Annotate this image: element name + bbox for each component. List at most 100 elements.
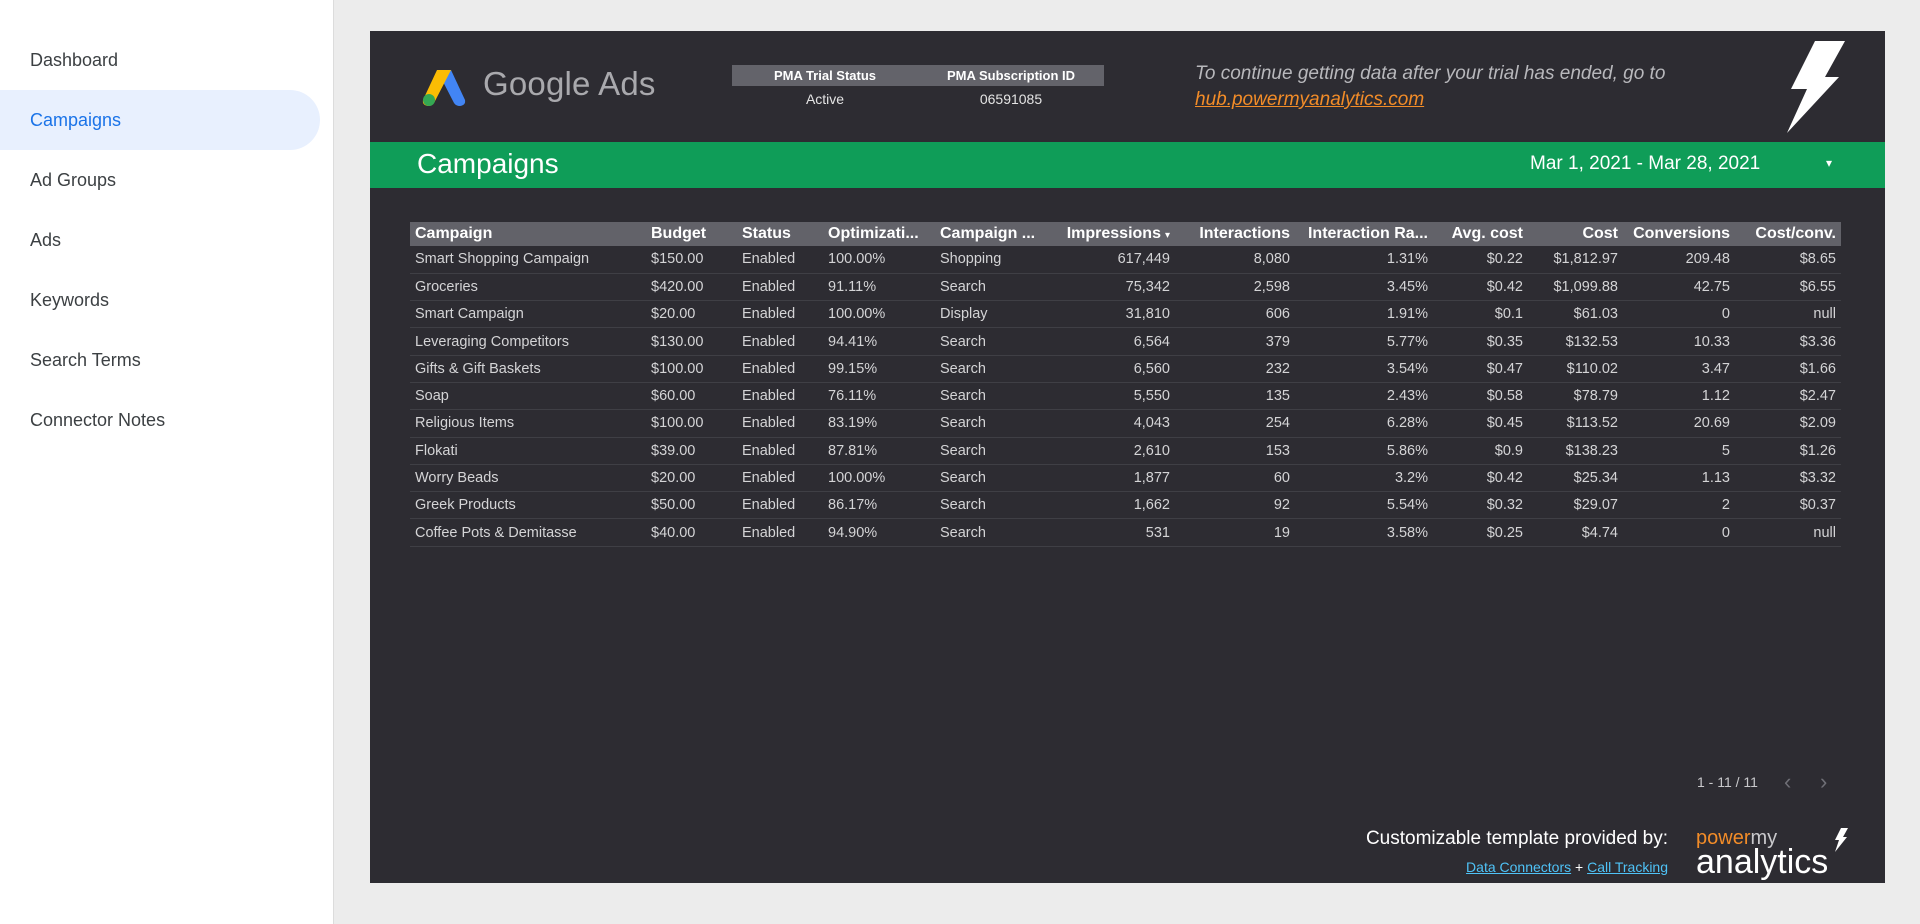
data-connectors-link[interactable]: Data Connectors — [1466, 859, 1572, 875]
table-row[interactable]: Groceries $420.00 Enabled 91.11% Search 75,34… — [410, 273, 1841, 302]
cell-cost: $1,812.97 — [1528, 246, 1623, 274]
cell-conversions: 2 — [1623, 491, 1735, 520]
cell-avg-cost: $0.9 — [1433, 437, 1528, 465]
cell-status: Enabled — [737, 464, 823, 493]
next-page-icon[interactable]: › — [1820, 769, 1828, 794]
cell-cost: $1,099.88 — [1528, 273, 1623, 302]
google-ads-logo-icon — [422, 70, 466, 106]
cell-campaign: Greek Products — [410, 491, 646, 520]
cell-campaign-type: Search — [935, 355, 1051, 383]
cell-avg-cost: $0.42 — [1433, 464, 1528, 493]
column-header-campaign-type[interactable]: Campaign ... — [940, 225, 1036, 242]
table-row[interactable]: Flokati $39.00 Enabled 87.81% Search 2,610 153… — [410, 437, 1841, 465]
cell-campaign-type: Display — [935, 300, 1051, 329]
cell-cost: $110.02 — [1528, 355, 1623, 383]
pma-trial-status-value: Active — [805, 91, 845, 107]
cell-status: Enabled — [737, 409, 823, 438]
column-header-status[interactable]: Status — [742, 225, 791, 242]
column-header-conversions[interactable]: Conversions — [1633, 225, 1730, 242]
table-row[interactable]: Greek Products $50.00 Enabled 86.17% Search 1… — [410, 491, 1841, 520]
campaigns-table: Campaign Budget Status Optimizati... Cam… — [410, 222, 1841, 547]
cell-conversions: 0 — [1623, 518, 1735, 547]
column-header-cost[interactable]: Cost — [1582, 225, 1618, 242]
cell-cost-per-conv: null — [1735, 300, 1841, 329]
cell-campaign-type: Search — [935, 409, 1051, 438]
cell-avg-cost: $0.58 — [1433, 382, 1528, 411]
sidebar-item-connector-notes[interactable]: Connector Notes — [0, 390, 333, 450]
cell-budget: $420.00 — [646, 273, 737, 302]
cell-interaction-rate: 3.2% — [1295, 464, 1433, 493]
cell-interaction-rate: 6.28% — [1295, 409, 1433, 438]
table-row[interactable]: Smart Shopping Campaign $150.00 Enabled 100… — [410, 246, 1841, 274]
cell-interactions: 153 — [1175, 437, 1295, 465]
column-header-interaction-rate[interactable]: Interaction Ra... — [1307, 225, 1428, 242]
cell-budget: $100.00 — [646, 409, 737, 438]
cell-cost: $132.53 — [1528, 327, 1623, 356]
google-ads-logo-text: Google Ads — [483, 65, 656, 102]
column-header-avg-cost[interactable]: Avg. cost — [1451, 225, 1523, 242]
brand-bolt-icon — [1835, 828, 1848, 852]
sidebar-item-campaigns[interactable]: Campaigns — [0, 90, 320, 150]
previous-page-icon[interactable]: ‹ — [1784, 769, 1792, 794]
cell-budget: $60.00 — [646, 382, 737, 411]
date-range-picker[interactable]: Mar 1, 2021 - Mar 28, 2021 — [1530, 153, 1761, 174]
sidebar-item-search-terms[interactable]: Search Terms — [0, 330, 333, 390]
cell-optimization: 86.17% — [823, 491, 935, 520]
cell-impressions: 617,449 — [1051, 246, 1175, 274]
column-header-budget[interactable]: Budget — [651, 225, 707, 242]
sort-desc-icon: ▾ — [1164, 230, 1170, 241]
cell-impressions: 531 — [1051, 518, 1175, 547]
cell-budget: $39.00 — [646, 437, 737, 465]
cell-campaign: Leveraging Competitors — [410, 327, 646, 356]
chevron-down-icon[interactable]: ▾ — [1826, 156, 1833, 170]
sidebar-item-ads[interactable]: Ads — [0, 210, 333, 270]
cell-campaign: Worry Beads — [410, 464, 646, 493]
cell-optimization: 91.11% — [823, 273, 935, 302]
table-row[interactable]: Worry Beads $20.00 Enabled 100.00% Search 1,8… — [410, 464, 1841, 493]
column-header-campaign[interactable]: Campaign — [415, 225, 493, 242]
cell-interactions: 254 — [1175, 409, 1295, 438]
table-row[interactable]: Smart Campaign $20.00 Enabled 100.00% Displa… — [410, 300, 1841, 329]
cell-interactions: 232 — [1175, 355, 1295, 383]
cell-avg-cost: $0.35 — [1433, 327, 1528, 356]
call-tracking-link[interactable]: Call Tracking — [1587, 859, 1668, 875]
cell-optimization: 94.41% — [823, 327, 935, 356]
table-row[interactable]: Gifts & Gift Baskets $100.00 Enabled 99.15%… — [410, 355, 1841, 383]
table-row[interactable]: Religious Items $100.00 Enabled 83.19% Searc… — [410, 409, 1841, 438]
table-row[interactable]: Leveraging Competitors $130.00 Enabled 94.4… — [410, 327, 1841, 356]
column-header-interactions[interactable]: Interactions — [1199, 225, 1290, 242]
cell-interaction-rate: 3.58% — [1295, 518, 1433, 547]
sidebar-item-keywords[interactable]: Keywords — [0, 270, 333, 330]
cell-budget: $50.00 — [646, 491, 737, 520]
cell-cost: $29.07 — [1528, 491, 1623, 520]
cell-conversions: 42.75 — [1623, 273, 1735, 302]
sidebar-item-ad-groups[interactable]: Ad Groups — [0, 150, 333, 210]
table-row[interactable]: Soap $60.00 Enabled 76.11% Search 5,550 135 2.4… — [410, 382, 1841, 411]
report-header: Google Ads PMA Trial Status PMA Subscrip… — [370, 31, 1885, 141]
sidebar-item-label: Ad Groups — [30, 169, 117, 190]
cell-impressions: 2,610 — [1051, 437, 1175, 465]
cell-interactions: 19 — [1175, 518, 1295, 547]
cell-status: Enabled — [737, 382, 823, 411]
cell-cost: $25.34 — [1528, 464, 1623, 493]
cell-status: Enabled — [737, 437, 823, 465]
cell-interactions: 379 — [1175, 327, 1295, 356]
pma-subscription-id-value: 06591085 — [979, 91, 1043, 107]
cell-budget: $20.00 — [646, 464, 737, 493]
trial-link[interactable]: hub.powermyanalytics.com — [1195, 89, 1425, 110]
column-header-optimization[interactable]: Optimizati... — [828, 225, 919, 242]
cell-cost-per-conv: $1.66 — [1735, 355, 1841, 383]
cell-avg-cost: $0.32 — [1433, 491, 1528, 520]
sidebar-item-dashboard[interactable]: Dashboard — [0, 30, 333, 90]
cell-impressions: 5,550 — [1051, 382, 1175, 411]
cell-interaction-rate: 2.43% — [1295, 382, 1433, 411]
cell-budget: $40.00 — [646, 518, 737, 547]
brand-power: power — [1696, 827, 1751, 849]
column-header-impressions[interactable]: Impressions ▾ — [1051, 222, 1175, 246]
cell-status: Enabled — [737, 327, 823, 356]
sidebar-item-label: Dashboard — [30, 49, 119, 70]
cell-cost-per-conv: $0.37 — [1735, 491, 1841, 520]
table-row[interactable]: Coffee Pots & Demitasse $40.00 Enabled 94.9… — [410, 518, 1841, 547]
column-header-cost-per-conv[interactable]: Cost/conv. — [1755, 225, 1836, 242]
cell-conversions: 3.47 — [1623, 355, 1735, 383]
